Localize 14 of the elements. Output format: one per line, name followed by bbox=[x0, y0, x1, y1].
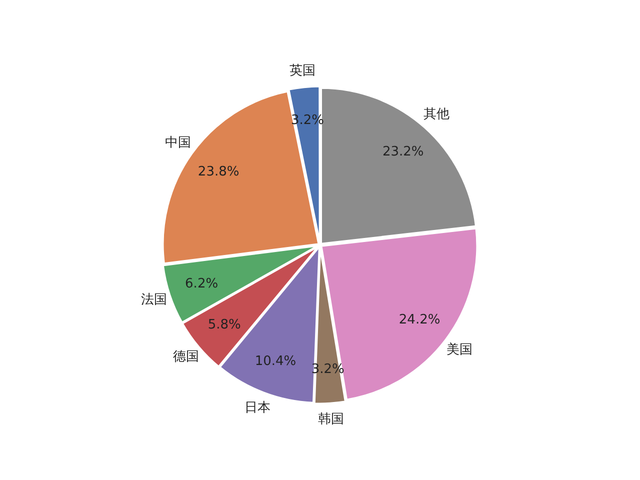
slice-label: 英国 bbox=[289, 64, 316, 79]
slice-label: 德国 bbox=[173, 350, 200, 365]
data-label: 10.4% bbox=[254, 354, 296, 369]
data-label: 24.2% bbox=[398, 312, 440, 328]
slice-label: 法国 bbox=[141, 292, 168, 308]
slice-label: 美国 bbox=[446, 342, 472, 358]
data-label: 23.8% bbox=[198, 164, 240, 180]
data-label: 23.2% bbox=[382, 144, 424, 160]
slice-label: 中国 bbox=[165, 136, 192, 151]
slice-label: 其他 bbox=[423, 107, 450, 122]
data-label: 6.2% bbox=[185, 276, 218, 292]
data-label: 5.8% bbox=[208, 318, 241, 333]
slice-label: 日本 bbox=[244, 400, 271, 416]
slice-label: 韩国 bbox=[318, 412, 344, 427]
